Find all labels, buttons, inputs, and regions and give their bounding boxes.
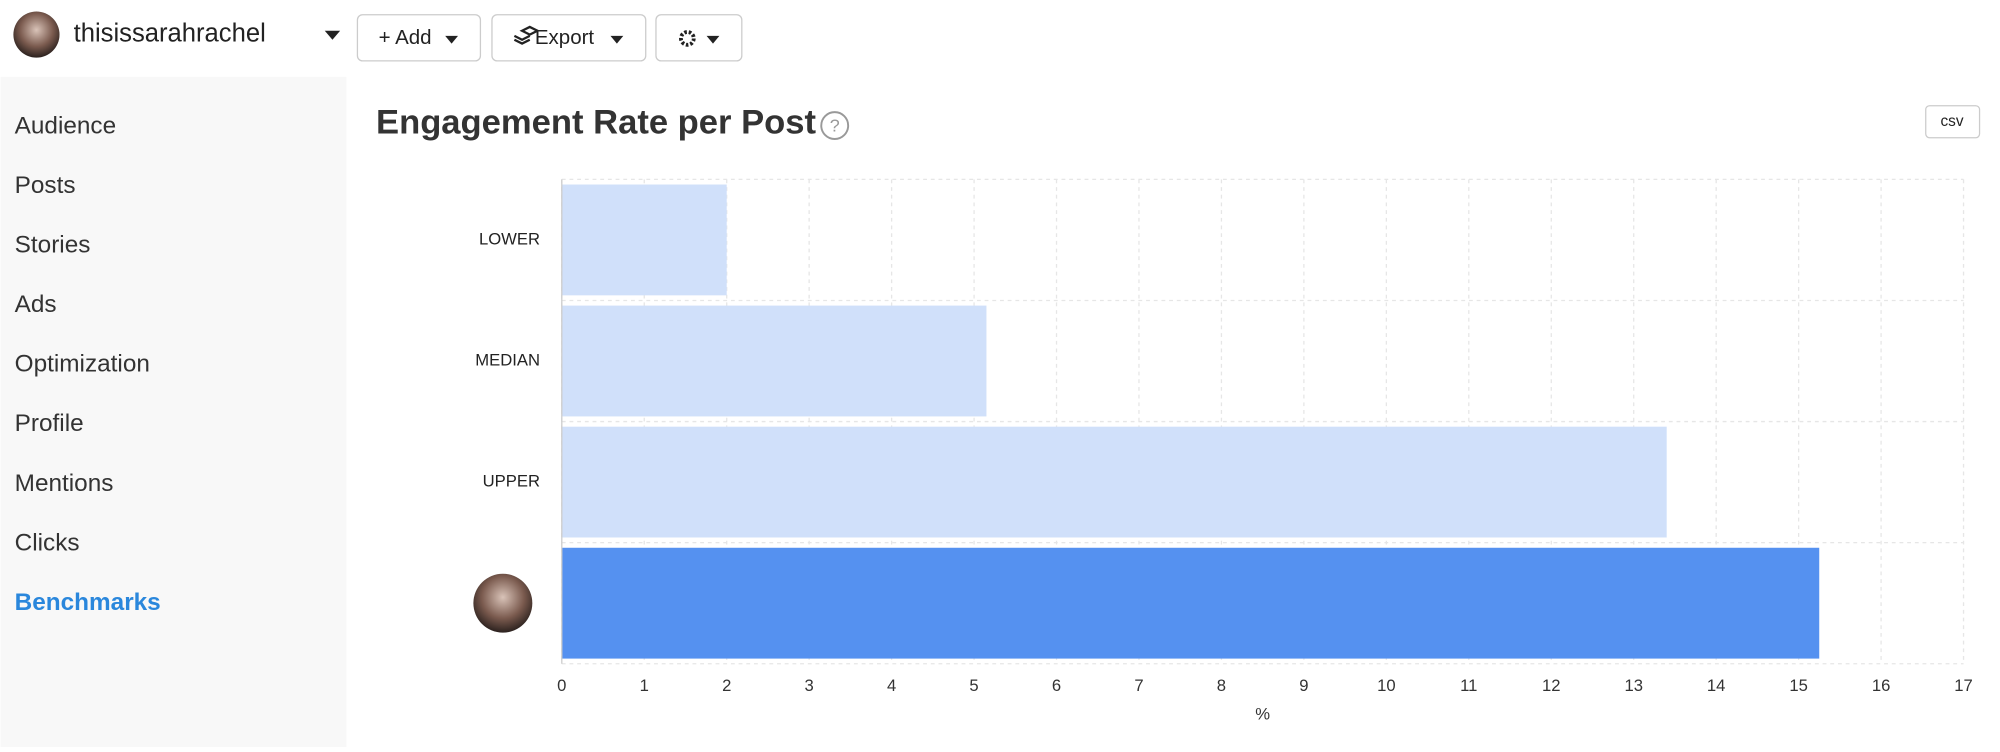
nav-item[interactable]: Audience — [15, 112, 116, 139]
nav-item[interactable]: Clicks — [15, 529, 80, 556]
x-tick-label: 6 — [1052, 676, 1061, 695]
bar — [561, 305, 987, 417]
y-tick-label: MEDIAN — [475, 350, 540, 369]
x-tick-label: 1 — [640, 676, 649, 695]
add-button[interactable] — [356, 14, 482, 62]
bar — [561, 426, 1667, 538]
csv-button[interactable] — [1925, 105, 1981, 139]
account-avatar — [473, 573, 533, 633]
x-tick-label: 14 — [1707, 676, 1726, 695]
x-tick-label: 7 — [1134, 676, 1143, 695]
x-tick-label: 16 — [1872, 676, 1891, 695]
bar — [561, 547, 1820, 659]
caret — [706, 35, 720, 44]
sidebar — [0, 76, 347, 747]
caret — [445, 35, 459, 44]
help-mark: ? — [830, 116, 840, 136]
nav-item[interactable]: Benchmarks — [15, 589, 161, 616]
y-tick-label: LOWER — [479, 229, 540, 248]
x-tick-label: 9 — [1299, 676, 1308, 695]
nav-item[interactable]: Ads — [15, 291, 57, 318]
x-tick-label: 15 — [1789, 676, 1808, 695]
x-tick-label: 8 — [1217, 676, 1226, 695]
dropdown-caret[interactable] — [324, 30, 341, 40]
x-tick-label: 10 — [1377, 676, 1396, 695]
x-axis-label: % — [1255, 704, 1270, 723]
username[interactable]: thisissarahrachel — [74, 19, 266, 47]
caret — [610, 35, 624, 44]
settings-button[interactable] — [655, 14, 743, 62]
help-icon[interactable] — [820, 111, 850, 140]
export-label[interactable]: Export — [535, 26, 595, 49]
chart-title: Engagement Rate per Post — [376, 103, 816, 141]
y-tick-label: UPPER — [483, 471, 540, 490]
nav-item[interactable]: Stories — [15, 231, 91, 258]
add-label[interactable]: + Add — [379, 26, 432, 49]
layers-icon — [513, 25, 541, 45]
x-tick-label: 12 — [1542, 676, 1561, 695]
bar — [561, 184, 727, 296]
x-tick-label: 17 — [1954, 676, 1973, 695]
x-tick-label: 11 — [1460, 676, 1477, 695]
nav-item[interactable]: Posts — [15, 172, 76, 199]
x-tick-label: 13 — [1624, 676, 1643, 695]
x-tick-label: 5 — [969, 676, 978, 695]
csv-label[interactable]: csv — [1940, 113, 1963, 130]
x-tick-label: 3 — [805, 676, 814, 695]
nav-item[interactable]: Profile — [15, 410, 84, 437]
nav-item[interactable]: Optimization — [15, 351, 150, 378]
nav-item[interactable]: Mentions — [15, 470, 114, 497]
x-tick-label: 4 — [887, 676, 896, 695]
gear-icon — [679, 30, 696, 47]
x-tick-label: 0 — [557, 676, 566, 695]
x-tick-label: 2 — [722, 676, 731, 695]
avatar — [13, 11, 60, 58]
